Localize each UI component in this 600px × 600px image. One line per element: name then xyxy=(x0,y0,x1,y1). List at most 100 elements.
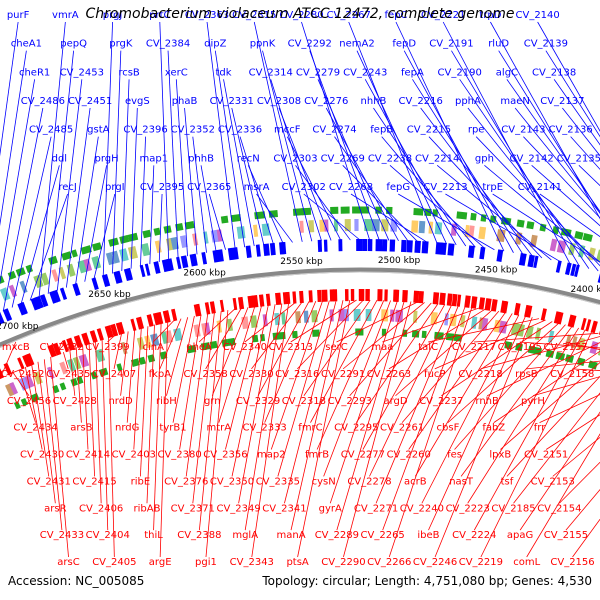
reverse-gene: nrdG xyxy=(115,329,139,434)
feature-block xyxy=(456,211,468,220)
feature-block xyxy=(40,272,50,286)
kbp-tick-label: 2600 kbp xyxy=(183,268,226,278)
forward-gene: trpD xyxy=(479,10,600,220)
gene-leader-line xyxy=(18,369,36,423)
feature-block xyxy=(498,320,508,334)
feature-block xyxy=(91,277,99,291)
feature-block xyxy=(162,310,171,324)
gene-label: ribE xyxy=(131,476,151,487)
forward-gene: mccF xyxy=(274,125,342,241)
gene-label: pphA xyxy=(455,96,481,107)
feature-block xyxy=(280,242,286,255)
feature-block xyxy=(587,247,596,261)
gene-label: map2 xyxy=(257,450,286,461)
gene-label: evgS xyxy=(125,96,150,107)
reverse-gene: ptsA xyxy=(286,299,351,568)
feature-block xyxy=(299,290,304,304)
gene-leader-line xyxy=(565,488,600,531)
feature-block xyxy=(527,254,535,268)
gene-leader-line xyxy=(309,50,380,241)
feature-block xyxy=(281,312,286,325)
gene-leader-line xyxy=(532,376,600,397)
reverse-gene: CV_2350 xyxy=(210,304,269,487)
feature-block xyxy=(154,240,162,254)
gene-label: CV_2276 xyxy=(304,96,348,107)
reverse-gene: CV_2341 xyxy=(262,300,337,514)
reverse-gene: ribE xyxy=(131,326,151,487)
feature-block xyxy=(421,330,427,339)
gene-label: CV_2435 xyxy=(46,369,90,380)
feature-block xyxy=(308,220,315,233)
gene-label: pheA xyxy=(186,342,212,353)
gene-label: CV_2191 xyxy=(429,39,473,50)
reverse-gene: tyrB1 xyxy=(159,315,195,434)
feature-block xyxy=(411,220,419,233)
gene-label: CV_2238 xyxy=(368,153,412,164)
reverse-gene: grn xyxy=(204,307,249,407)
reverse-gene: CV_2290 xyxy=(321,301,412,568)
forward-gene: cheA1 xyxy=(0,39,42,227)
feature-block xyxy=(540,308,547,321)
feature-block xyxy=(119,248,129,262)
feature-block xyxy=(258,294,265,307)
reverse-gene: CV_2295 xyxy=(334,303,439,434)
feature-block xyxy=(555,351,566,361)
feature-block xyxy=(321,289,328,302)
feature-block xyxy=(371,219,380,232)
gene-leader-line xyxy=(398,193,495,251)
feature-tracks xyxy=(0,206,600,410)
gene-label: fmrC xyxy=(298,423,322,434)
gene-leader-line xyxy=(428,318,540,343)
feature-block xyxy=(98,367,109,377)
feature-block xyxy=(308,290,313,303)
gene-label: rcsB xyxy=(118,67,140,78)
reverse-gene: talC xyxy=(418,318,540,353)
feature-block xyxy=(0,311,5,325)
feature-block xyxy=(574,230,584,240)
feature-block xyxy=(72,283,81,296)
kbp-tick-label: 2400 kbp xyxy=(570,285,600,295)
feature-block xyxy=(330,206,339,214)
reverse-gene: ibeB xyxy=(417,315,526,541)
gene-label: CV_2452 xyxy=(0,369,44,380)
feature-block xyxy=(71,249,78,258)
feature-block xyxy=(362,239,368,252)
gene-label: CV_2136 xyxy=(548,125,592,136)
reverse-gene: CV_2151 xyxy=(524,414,600,461)
gene-label: cbsF xyxy=(437,423,460,434)
gene-label: CV_2237 xyxy=(419,396,463,407)
gene-label: tyrB1 xyxy=(159,423,186,434)
reverse-gene: CV_2406 xyxy=(79,341,123,514)
gene-label: CV_2331 xyxy=(210,96,254,107)
feature-block xyxy=(395,309,404,323)
feature-block xyxy=(209,340,218,349)
forward-gene: fepD xyxy=(392,39,514,253)
gene-label: CV_2195 xyxy=(498,342,542,353)
feature-block xyxy=(59,287,68,301)
feature-block xyxy=(216,229,223,242)
feature-block xyxy=(504,341,513,350)
reverse-gene: CV_2329 xyxy=(236,301,310,407)
feature-block xyxy=(226,318,234,332)
forward-gene: CV_2336 xyxy=(218,125,274,245)
reverse-gene: CV_2432 xyxy=(39,341,84,355)
gene-label: xerC xyxy=(165,67,188,78)
gene-leader-line xyxy=(264,300,317,423)
gene-leader-line xyxy=(572,518,600,558)
gene-leader-line xyxy=(403,50,514,253)
feature-block xyxy=(130,318,137,332)
feature-block xyxy=(496,249,504,262)
gene-label: CV_2336 xyxy=(218,125,262,136)
gene-leader-line xyxy=(231,304,269,477)
kbp-tick-label: 2500 kbp xyxy=(378,256,421,266)
feature-block xyxy=(364,219,373,232)
feature-block xyxy=(7,270,17,280)
gene-label: CV_2243 xyxy=(343,67,387,78)
gene-leader-line xyxy=(47,50,74,294)
gene-label: CV_2414 xyxy=(66,450,110,461)
forward-gene: CV_2302 xyxy=(282,182,361,241)
forward-gene: CV_2135 xyxy=(557,153,600,187)
reverse-gene: CV_2452 xyxy=(0,368,45,380)
kbp-tick-label: 2450 kbp xyxy=(475,265,518,275)
feature-block xyxy=(59,382,67,391)
